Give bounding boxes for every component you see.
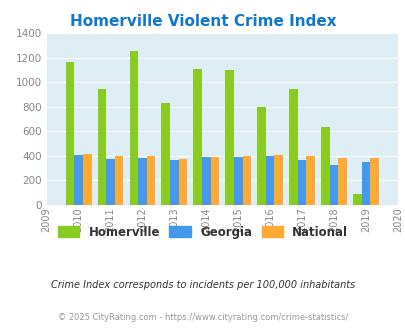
Bar (288, 89, 297, 205)
Bar (361, 162, 369, 205)
Bar (257, 107, 265, 205)
Bar (97, 89, 106, 205)
Bar (274, 155, 282, 205)
Bar (115, 156, 123, 205)
Bar (66, 62, 74, 205)
Bar (161, 103, 170, 205)
Bar (83, 154, 91, 205)
Bar (210, 157, 219, 205)
Bar (320, 127, 329, 205)
Bar (225, 70, 233, 205)
Bar (202, 157, 210, 205)
Bar (297, 160, 306, 205)
Bar (242, 156, 251, 205)
Bar (337, 158, 346, 205)
Text: Homerville Violent Crime Index: Homerville Violent Crime Index (70, 14, 335, 29)
Bar (129, 51, 138, 205)
Bar (147, 156, 155, 205)
Legend: Homerville, Georgia, National: Homerville, Georgia, National (53, 221, 352, 243)
Text: Crime Index corresponds to incidents per 100,000 inhabitants: Crime Index corresponds to incidents per… (51, 280, 354, 290)
Bar (233, 157, 242, 205)
Bar (106, 159, 115, 205)
Bar (265, 155, 274, 205)
Text: © 2025 CityRating.com - https://www.cityrating.com/crime-statistics/: © 2025 CityRating.com - https://www.city… (58, 313, 347, 322)
Bar (138, 158, 147, 205)
Bar (329, 165, 337, 205)
Bar (352, 194, 361, 205)
Bar (193, 69, 202, 205)
Bar (369, 158, 378, 205)
Bar (306, 155, 314, 205)
Bar (178, 159, 187, 205)
Bar (74, 155, 83, 205)
Bar (170, 160, 178, 205)
